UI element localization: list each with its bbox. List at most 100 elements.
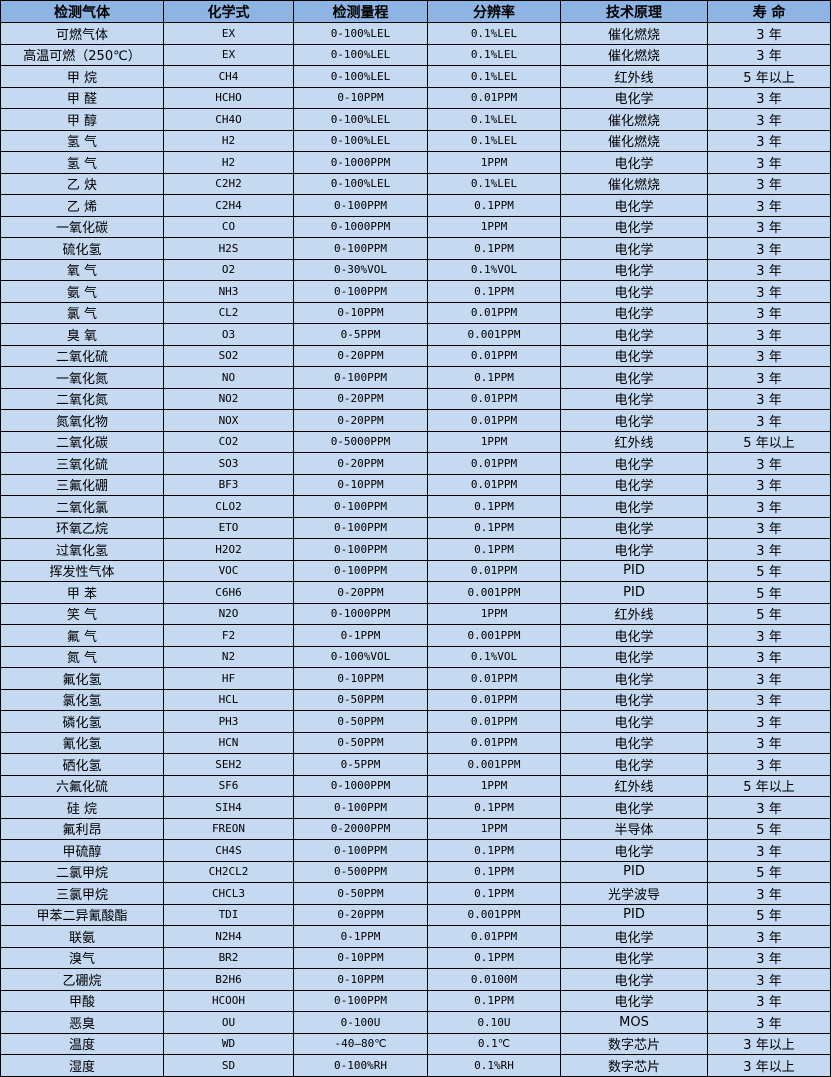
- cell-principle: 电化学: [560, 667, 708, 690]
- cell-formula: ETO: [163, 516, 294, 539]
- cell-lifespan: 3 年: [707, 495, 831, 518]
- header-gas: 检测气体: [0, 0, 164, 23]
- cell-resolution: 0.1℃: [427, 1032, 561, 1055]
- cell-lifespan: 3 年: [707, 215, 831, 238]
- cell-principle: 红外线: [560, 774, 708, 797]
- cell-formula: NOX: [163, 409, 294, 432]
- cell-formula: NO: [163, 366, 294, 389]
- table-row: 三氧化硫 SO3 0-20PPM 0.01PPM 电化学 3 年: [0, 452, 831, 475]
- cell-gas: 笑 气: [0, 602, 164, 625]
- cell-range: 0-100PPM: [293, 538, 428, 561]
- cell-lifespan: 3 年: [707, 280, 831, 303]
- cell-range: 0-100PPM: [293, 839, 428, 862]
- cell-gas: 硒化氢: [0, 753, 164, 776]
- cell-principle: 电化学: [560, 301, 708, 324]
- header-range: 检测量程: [293, 0, 428, 23]
- cell-gas: 二氧化硫: [0, 344, 164, 367]
- cell-lifespan: 5 年: [707, 817, 831, 840]
- cell-gas: 甲酸: [0, 989, 164, 1012]
- cell-range: 0-10PPM: [293, 946, 428, 969]
- table-row: 甲硫醇 CH4S 0-100PPM 0.1PPM 电化学 3 年: [0, 839, 831, 862]
- cell-gas: 氮氧化物: [0, 409, 164, 432]
- table-row: 环氧乙烷 ETO 0-100PPM 0.1PPM 电化学 3 年: [0, 516, 831, 539]
- cell-range: 0-100%LEL: [293, 172, 428, 195]
- cell-lifespan: 3 年: [707, 796, 831, 819]
- cell-formula: N2H4: [163, 925, 294, 948]
- cell-formula: N2: [163, 645, 294, 668]
- cell-formula: C6H6: [163, 581, 294, 604]
- cell-principle: 电化学: [560, 538, 708, 561]
- cell-principle: 电化学: [560, 194, 708, 217]
- table-row: 硅 烷 SIH4 0-100PPM 0.1PPM 电化学 3 年: [0, 796, 831, 819]
- cell-formula: CO: [163, 215, 294, 238]
- cell-gas: 氮 气: [0, 645, 164, 668]
- cell-formula: EX: [163, 22, 294, 45]
- cell-resolution: 0.01PPM: [427, 667, 561, 690]
- cell-gas: 环氧乙烷: [0, 516, 164, 539]
- table-row: 二氧化氮 NO2 0-20PPM 0.01PPM 电化学 3 年: [0, 387, 831, 410]
- table-row: 挥发性气体 VOC 0-100PPM 0.01PPM PID 5 年: [0, 559, 831, 582]
- cell-principle: 电化学: [560, 237, 708, 260]
- cell-lifespan: 3 年以上: [707, 1054, 831, 1077]
- cell-range: 0-30%VOL: [293, 258, 428, 281]
- cell-resolution: 0.01PPM: [427, 344, 561, 367]
- cell-principle: 电化学: [560, 495, 708, 518]
- cell-range: 0-10PPM: [293, 968, 428, 991]
- table-row: 氯 气 CL2 0-10PPM 0.01PPM 电化学 3 年: [0, 301, 831, 324]
- cell-principle: 电化学: [560, 344, 708, 367]
- cell-resolution: 0.01PPM: [427, 688, 561, 711]
- cell-lifespan: 5 年: [707, 602, 831, 625]
- cell-gas: 二氯甲烷: [0, 860, 164, 883]
- cell-formula: F2: [163, 624, 294, 647]
- cell-formula: O2: [163, 258, 294, 281]
- cell-range: 0-50PPM: [293, 688, 428, 711]
- cell-gas: 二氧化碳: [0, 430, 164, 453]
- table-row: 过氧化氢 H2O2 0-100PPM 0.1PPM 电化学 3 年: [0, 538, 831, 561]
- cell-lifespan: 3 年: [707, 301, 831, 324]
- cell-resolution: 0.10U: [427, 1011, 561, 1034]
- cell-formula: CH2CL2: [163, 860, 294, 883]
- cell-principle: 电化学: [560, 968, 708, 991]
- cell-formula: HCN: [163, 731, 294, 754]
- cell-resolution: 0.01PPM: [427, 301, 561, 324]
- table-row: 二氧化硫 SO2 0-20PPM 0.01PPM 电化学 3 年: [0, 344, 831, 367]
- cell-resolution: 0.001PPM: [427, 903, 561, 926]
- cell-resolution: 0.01PPM: [427, 710, 561, 733]
- table-row: 甲 烷 CH4 0-100%LEL 0.1%LEL 红外线 5 年以上: [0, 65, 831, 88]
- table-row: 氢 气 H2 0-1000PPM 1PPM 电化学 3 年: [0, 151, 831, 174]
- cell-formula: BR2: [163, 946, 294, 969]
- cell-lifespan: 3 年: [707, 43, 831, 66]
- cell-resolution: 0.1%VOL: [427, 645, 561, 668]
- cell-formula: C2H4: [163, 194, 294, 217]
- cell-lifespan: 3 年: [707, 344, 831, 367]
- table-row: 恶臭 OU 0-100U 0.10U MOS 3 年: [0, 1011, 831, 1034]
- cell-gas: 温度: [0, 1032, 164, 1055]
- cell-resolution: 0.01PPM: [427, 387, 561, 410]
- cell-principle: 电化学: [560, 366, 708, 389]
- cell-lifespan: 3 年: [707, 237, 831, 260]
- cell-range: 0-5PPM: [293, 753, 428, 776]
- cell-range: 0-100PPM: [293, 989, 428, 1012]
- table-row: 硒化氢 SEH2 0-5PPM 0.001PPM 电化学 3 年: [0, 753, 831, 776]
- cell-range: 0-100%VOL: [293, 645, 428, 668]
- cell-range: 0-100U: [293, 1011, 428, 1034]
- table-row: 高温可燃（250℃） EX 0-100%LEL 0.1%LEL 催化燃烧 3 年: [0, 43, 831, 66]
- cell-range: 0-50PPM: [293, 882, 428, 905]
- table-row: 氟利昂 FREON 0-2000PPM 1PPM 半导体 5 年: [0, 817, 831, 840]
- cell-resolution: 1PPM: [427, 215, 561, 238]
- cell-resolution: 0.01PPM: [427, 409, 561, 432]
- cell-gas: 溴气: [0, 946, 164, 969]
- cell-principle: 红外线: [560, 65, 708, 88]
- cell-resolution: 0.01PPM: [427, 559, 561, 582]
- cell-principle: 电化学: [560, 409, 708, 432]
- cell-lifespan: 3 年: [707, 753, 831, 776]
- cell-formula: PH3: [163, 710, 294, 733]
- cell-principle: 电化学: [560, 473, 708, 496]
- cell-gas: 氰化氢: [0, 731, 164, 754]
- cell-principle: 数字芯片: [560, 1032, 708, 1055]
- cell-lifespan: 3 年以上: [707, 1032, 831, 1055]
- cell-lifespan: 3 年: [707, 882, 831, 905]
- header-lifespan: 寿 命: [707, 0, 831, 23]
- table-row: 二氧化碳 CO2 0-5000PPM 1PPM 红外线 5 年以上: [0, 430, 831, 453]
- table-row: 二氧化氯 CLO2 0-100PPM 0.1PPM 电化学 3 年: [0, 495, 831, 518]
